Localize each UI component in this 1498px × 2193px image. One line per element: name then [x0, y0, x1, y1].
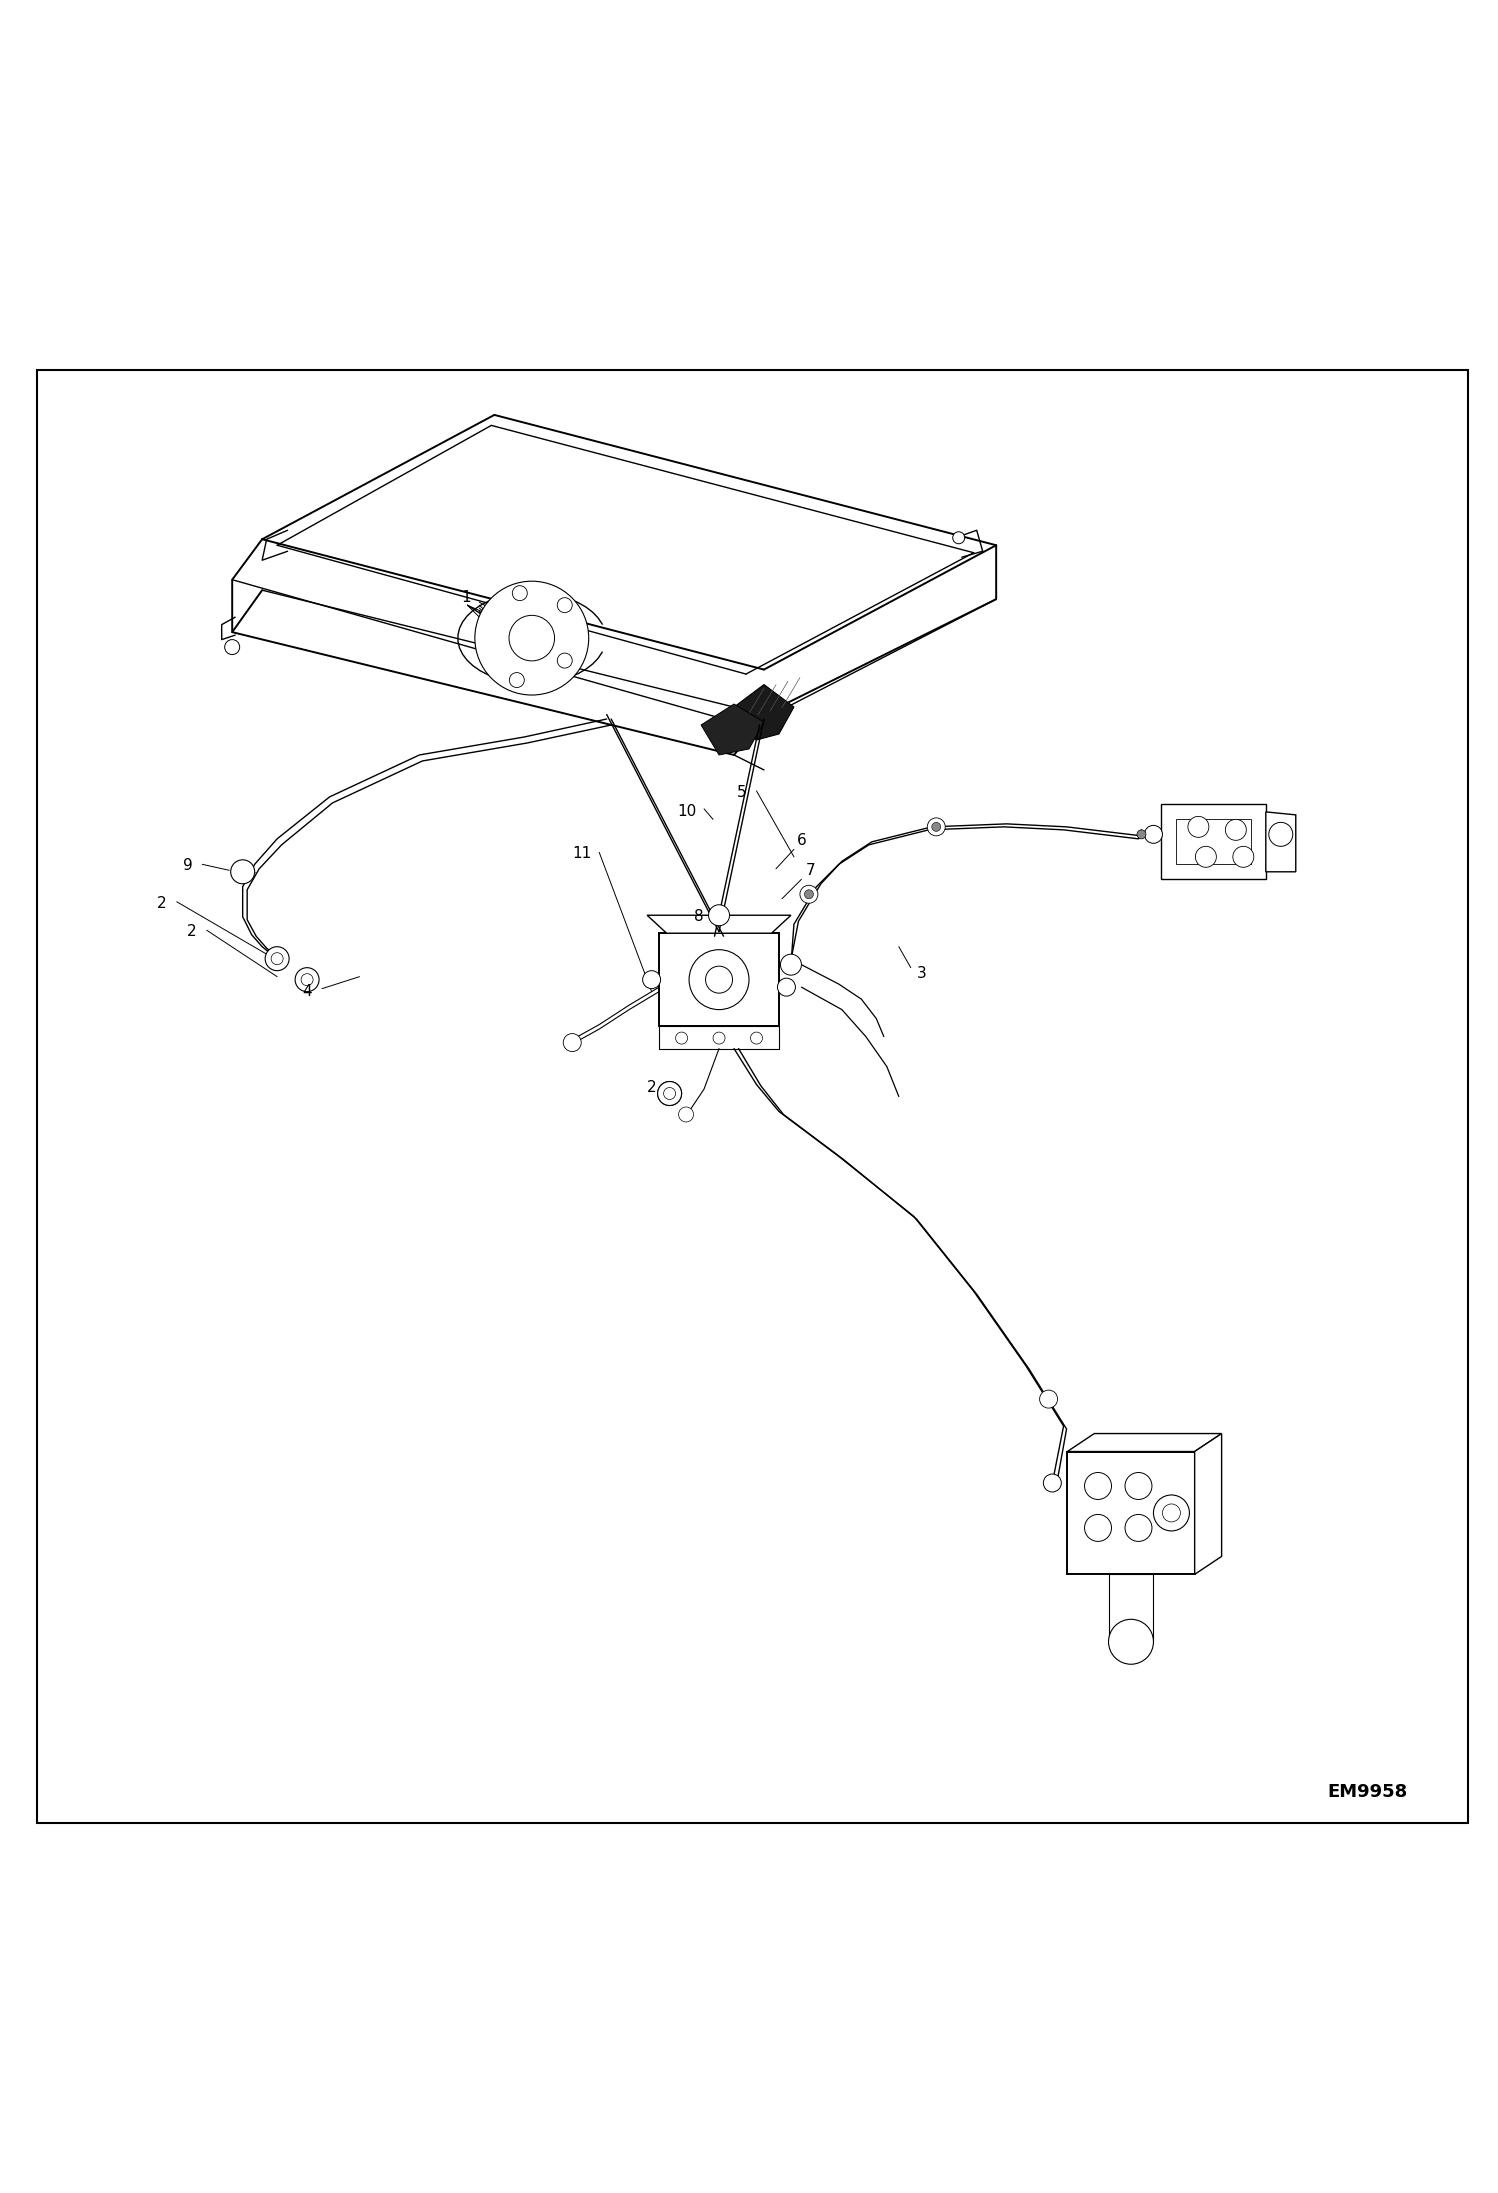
Polygon shape: [659, 934, 779, 1026]
Text: 4: 4: [303, 985, 312, 1000]
Circle shape: [777, 978, 795, 996]
Circle shape: [563, 1033, 581, 1053]
Polygon shape: [1109, 1575, 1153, 1643]
Text: 7: 7: [806, 862, 815, 877]
Circle shape: [679, 1107, 694, 1123]
Circle shape: [953, 531, 965, 544]
Circle shape: [689, 950, 749, 1009]
Circle shape: [557, 599, 572, 612]
Circle shape: [271, 952, 283, 965]
Text: 11: 11: [572, 846, 592, 862]
Circle shape: [1144, 825, 1162, 844]
Circle shape: [301, 974, 313, 985]
Circle shape: [231, 860, 255, 884]
Circle shape: [509, 673, 524, 689]
Circle shape: [295, 967, 319, 991]
Circle shape: [780, 954, 801, 976]
Circle shape: [557, 654, 572, 669]
Circle shape: [932, 822, 941, 831]
Circle shape: [643, 971, 661, 989]
Circle shape: [706, 967, 733, 993]
Polygon shape: [1195, 1434, 1221, 1575]
Circle shape: [804, 890, 813, 899]
Text: 9: 9: [183, 857, 193, 873]
Circle shape: [1162, 1504, 1180, 1522]
Text: 5: 5: [737, 785, 746, 800]
Text: 3: 3: [917, 967, 927, 980]
Circle shape: [664, 1088, 676, 1099]
Polygon shape: [1266, 811, 1296, 873]
Polygon shape: [1176, 820, 1251, 864]
Circle shape: [1040, 1390, 1058, 1408]
Polygon shape: [1161, 805, 1266, 879]
Circle shape: [265, 947, 289, 971]
Circle shape: [800, 886, 818, 904]
Polygon shape: [659, 1026, 779, 1048]
Polygon shape: [1067, 1452, 1195, 1575]
Text: 1: 1: [461, 590, 470, 605]
Circle shape: [658, 1081, 682, 1105]
Text: 2: 2: [647, 1079, 656, 1094]
Circle shape: [1225, 820, 1246, 840]
Circle shape: [658, 1081, 682, 1105]
Circle shape: [676, 1033, 688, 1044]
Circle shape: [750, 1033, 762, 1044]
Circle shape: [1085, 1472, 1112, 1500]
Circle shape: [1188, 816, 1209, 838]
Polygon shape: [701, 704, 764, 754]
Circle shape: [1109, 1618, 1153, 1664]
Polygon shape: [734, 684, 794, 739]
Text: 2: 2: [157, 895, 166, 910]
Text: EM9958: EM9958: [1327, 1783, 1408, 1800]
Circle shape: [709, 906, 730, 925]
Circle shape: [1137, 829, 1146, 840]
Circle shape: [1153, 1496, 1189, 1531]
Polygon shape: [647, 914, 791, 934]
Text: 6: 6: [797, 833, 807, 849]
Circle shape: [713, 1033, 725, 1044]
Circle shape: [1043, 1474, 1061, 1491]
Circle shape: [1195, 846, 1216, 866]
Circle shape: [1269, 822, 1293, 846]
Text: 10: 10: [677, 805, 697, 820]
Circle shape: [1085, 1515, 1112, 1542]
Circle shape: [509, 616, 554, 660]
Circle shape: [475, 581, 589, 695]
Polygon shape: [1067, 1434, 1221, 1452]
Circle shape: [512, 586, 527, 601]
Circle shape: [664, 1088, 676, 1099]
Text: 8: 8: [694, 910, 703, 923]
Text: 2: 2: [187, 923, 196, 939]
Circle shape: [927, 818, 945, 836]
Circle shape: [1233, 846, 1254, 866]
Circle shape: [1125, 1515, 1152, 1542]
Circle shape: [1125, 1472, 1152, 1500]
Circle shape: [225, 640, 240, 654]
